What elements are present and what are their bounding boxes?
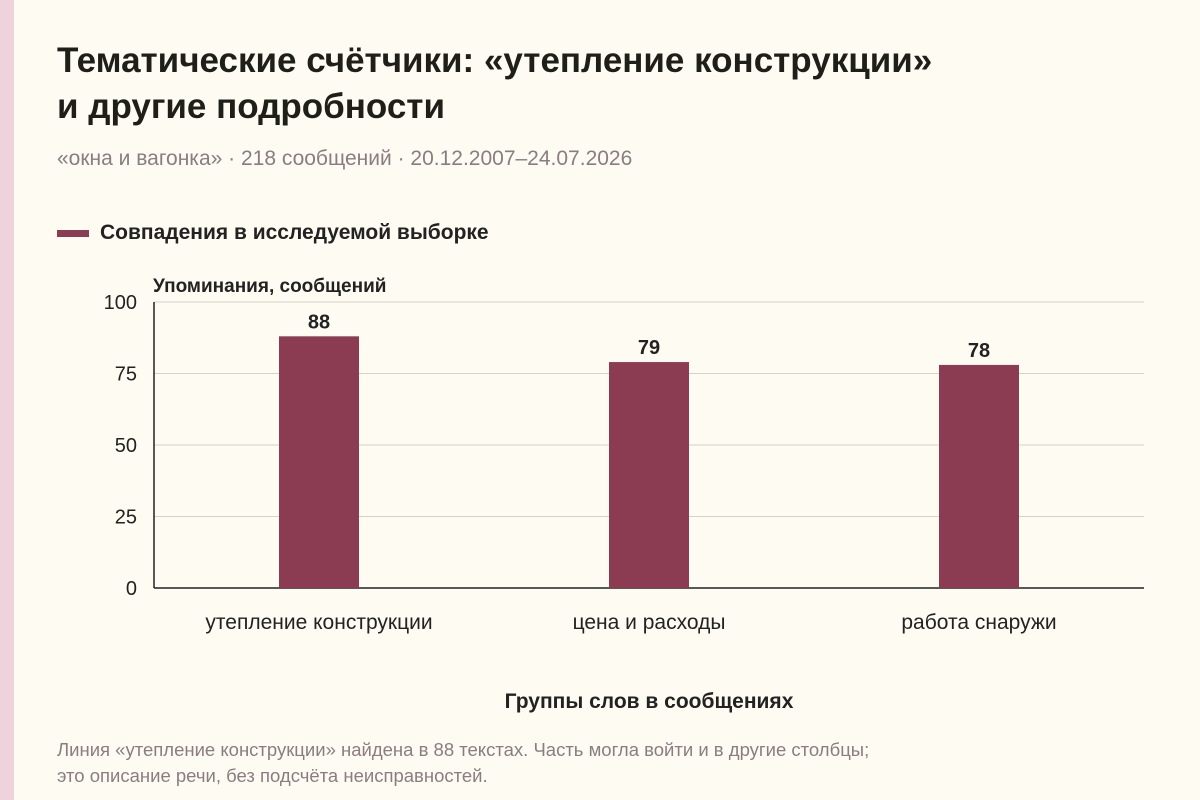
title-line-1: Тематические счётчики: «утепление констр… xyxy=(57,41,933,80)
legend-swatch xyxy=(57,229,89,237)
y-axis-label: Упоминания, сообщений xyxy=(153,276,386,297)
y-tick-labels: 0 25 50 75 100 xyxy=(104,292,137,600)
legend-label: Совпадения в исследуемой выборке xyxy=(100,221,489,244)
legend: Совпадения в исследуемой выборке xyxy=(57,219,489,247)
bar xyxy=(609,362,689,588)
x-tick-label: работа снаружи xyxy=(901,611,1056,634)
bar xyxy=(939,364,1019,588)
y-tick-label: 100 xyxy=(104,292,137,314)
y-tick-label: 0 xyxy=(126,578,137,600)
footnote-line-1: Линия «утепление конструкции» найдена в … xyxy=(57,739,870,760)
x-tick-labels: утепление конструкции цена и расходы работ… xyxy=(205,611,1056,634)
y-tick-label: 75 xyxy=(115,364,137,386)
bars: 88 79 78 xyxy=(279,311,1019,588)
y-tick-label: 50 xyxy=(115,435,137,457)
footnote-line-2: это описание речи, без подсчёта неисправ… xyxy=(57,765,488,786)
bar xyxy=(279,336,359,588)
left-accent-strip xyxy=(0,0,14,800)
footnote: Линия «утепление конструкции» найдена в … xyxy=(57,737,1157,789)
x-tick-label: утепление конструкции xyxy=(205,611,432,634)
x-axis-label: Группы слов в сообщениях xyxy=(505,690,794,713)
bar-value-label: 88 xyxy=(308,311,330,333)
chart-subtitle: «окна и вагонка» · 218 сообщений · 20.12… xyxy=(57,147,633,170)
bar-value-label: 78 xyxy=(968,340,990,362)
title-line-2: и другие подробности xyxy=(57,87,445,126)
y-tick-label: 25 xyxy=(115,507,137,529)
x-tick-label: цена и расходы xyxy=(573,611,726,634)
bar-value-label: 79 xyxy=(638,337,660,359)
chart-title: Тематические счётчики: «утепление констр… xyxy=(57,38,1157,130)
